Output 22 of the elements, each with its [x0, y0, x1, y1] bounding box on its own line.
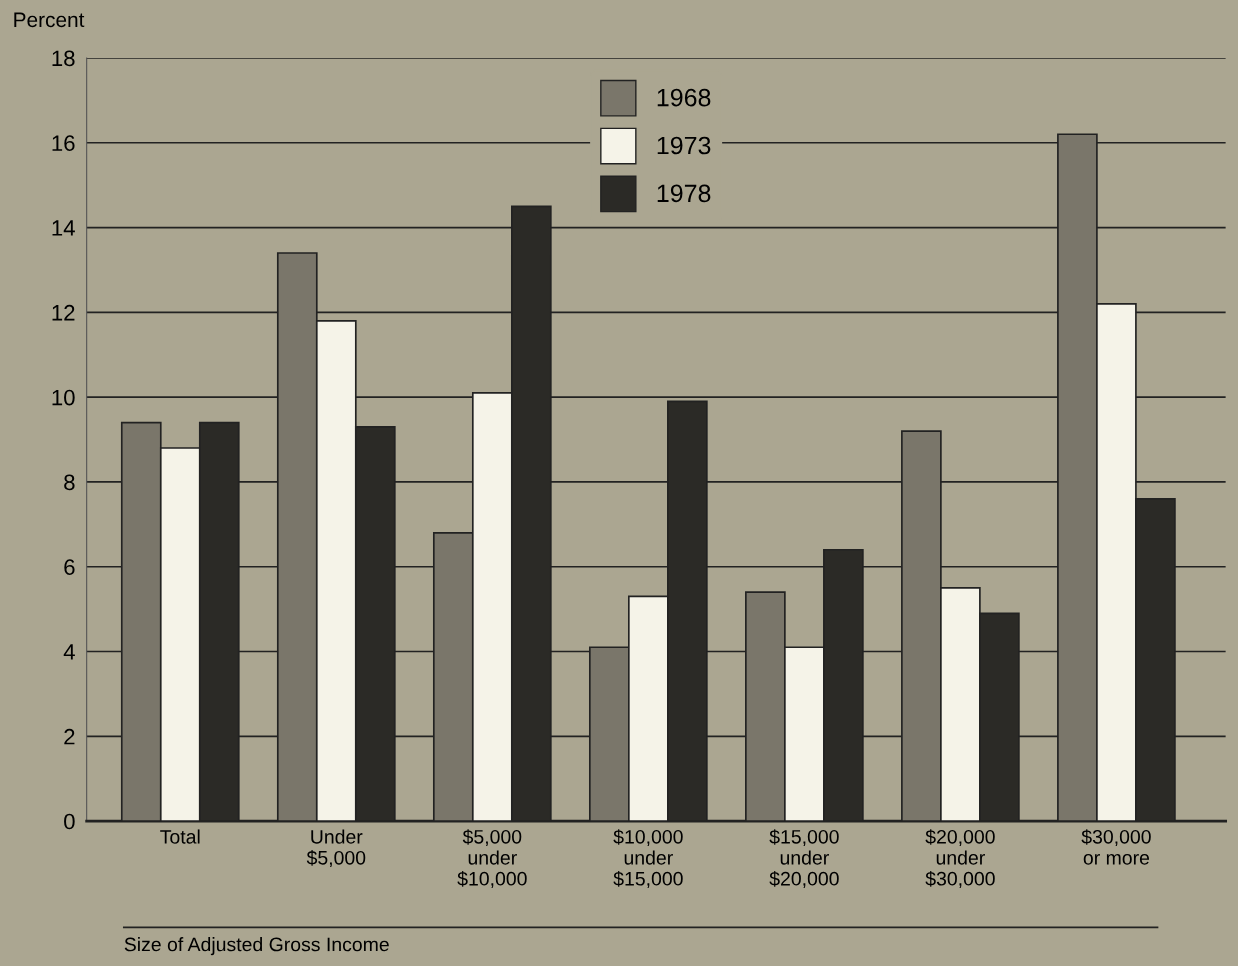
y-tick-label: 0 [64, 813, 75, 830]
y-tick-label: 16 [52, 135, 75, 152]
y-tick-label: 14 [52, 220, 75, 236]
legend-label: 1968 [657, 88, 711, 107]
x-tick-label: Total [160, 829, 200, 844]
x-tick-label: $10,000 under $15,000 [613, 829, 683, 888]
legend-label: 1973 [657, 136, 711, 155]
x-tick-label: $30,000 or more [1081, 829, 1151, 865]
y-tick-label: 2 [64, 728, 75, 745]
x-tick-label: Under $5,000 [306, 829, 366, 867]
x-tick-label: $20,000 under $30,000 [925, 829, 995, 888]
y-axis-title: Percent [14, 12, 85, 28]
y-tick-label: 18 [52, 50, 75, 67]
x-axis-title: Size of Adjusted Gross Income [124, 937, 389, 956]
legend-label: 1978 [657, 184, 711, 203]
y-tick-label: 12 [52, 304, 75, 321]
y-tick-label: 8 [64, 474, 75, 491]
x-tick-label: $15,000 under $20,000 [769, 829, 839, 888]
y-tick-label: 4 [63, 644, 75, 660]
y-tick-label: 6 [64, 559, 75, 575]
x-tick-label: $5,000 under $10,000 [457, 829, 527, 888]
y-tick-label: 10 [52, 389, 75, 406]
